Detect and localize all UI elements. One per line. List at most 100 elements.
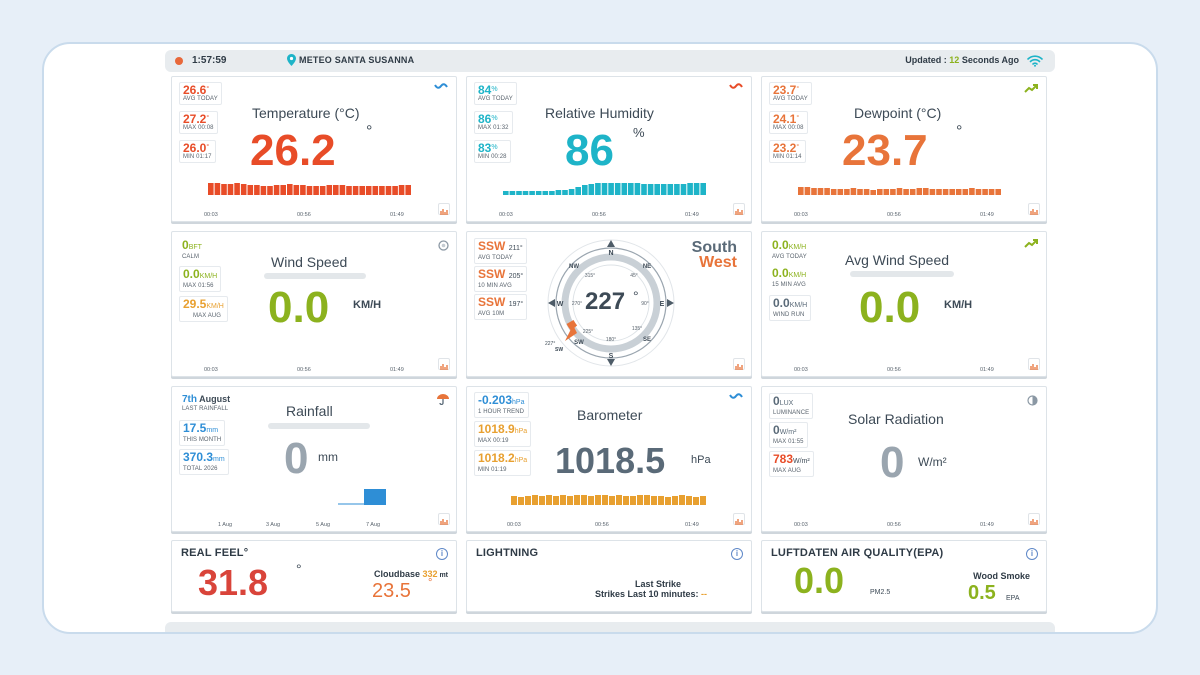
history-bar	[260, 186, 267, 195]
history-bar	[221, 184, 227, 195]
chart-toggle-button[interactable]	[1028, 358, 1040, 370]
history-bar	[890, 189, 896, 195]
wind-max-stat: 0.0KM/H MAX 01:56	[179, 266, 222, 292]
temperature-card[interactable]: 26.6° AVG TODAY 27.2° MAX 00:08 26.0° MIN 0…	[171, 76, 457, 222]
dewpoint-card[interactable]: 23.7° AVG TODAY 24.1° MAX 00:08 23.2° MIN 0…	[761, 76, 1047, 222]
history-bar	[588, 184, 595, 195]
barometer-history-bars	[511, 495, 706, 505]
stat-value: 0.0	[772, 266, 789, 280]
chart-icon	[735, 364, 743, 370]
chart-toggle-button[interactable]	[1028, 513, 1040, 525]
chart-toggle-button[interactable]	[733, 513, 745, 525]
real-feel-value: 31.8	[198, 562, 269, 603]
history-bar	[518, 497, 524, 505]
stat-degrees: 205°	[508, 273, 524, 280]
history-bar	[674, 184, 680, 195]
avg-wind-card[interactable]: 0.0KM/H AVG TODAY 0.0KM/H 15 MIN AVG 0.0KM…	[761, 231, 1047, 377]
chart-toggle-button[interactable]	[733, 203, 745, 215]
axis-tick: 01:49	[980, 522, 994, 528]
history-bar	[962, 189, 969, 195]
stat-unit: mm	[206, 427, 219, 434]
humidity-card[interactable]: 84% AVG TODAY 86% MAX 01:32 83% MIN 00:28 R…	[466, 76, 752, 222]
stat-unit: W/m²	[793, 458, 810, 465]
half-moon-icon	[1027, 395, 1038, 406]
card-title: Relative Humidity	[545, 105, 654, 121]
compass-label-e: E	[660, 301, 665, 308]
history-bar	[549, 191, 555, 195]
stat-label: AVG TODAY	[478, 96, 513, 102]
wind-direction-card[interactable]: SSW 211° AVG TODAY SSW 205° 10 MIN AVG SSW…	[466, 231, 752, 377]
stat-label: LUMINANCE	[773, 410, 810, 416]
compass-label-sw: SW	[574, 340, 584, 346]
history-bar	[287, 184, 293, 195]
barometer-card[interactable]: -0.203hPa 1 HOUR TREND 1018.9hPa MAX 00:19…	[466, 386, 752, 532]
history-bar	[581, 495, 587, 505]
chart-toggle-button[interactable]	[733, 358, 745, 370]
lightning-card[interactable]: LIGHTNING i Last Strike Strikes Last 10 …	[466, 540, 752, 612]
compass-label-nw: NW	[569, 264, 579, 270]
wind-speed-card[interactable]: 0BFT CALM 0.0KM/H MAX 01:56 29.5KM/H MAX AU…	[171, 231, 457, 377]
dewpoint-avg-stat: 23.7° AVG TODAY	[769, 82, 812, 105]
chart-icon	[735, 209, 743, 215]
stat-label: LAST RAINFALL	[182, 406, 229, 412]
info-icon[interactable]: i	[731, 548, 743, 560]
info-icon[interactable]: i	[436, 548, 448, 560]
air-quality-card[interactable]: LUFTDATEN AIR QUALITY(EPA) i 0.0 PM2.5 W…	[761, 540, 1047, 612]
history-bar	[326, 185, 333, 195]
history-bar	[700, 496, 706, 505]
stat-value: 29.5	[183, 297, 207, 311]
history-bar	[665, 497, 671, 505]
stat-value: 23.2	[773, 141, 797, 155]
history-bar	[595, 183, 601, 195]
stat-value: 0	[773, 394, 780, 408]
history-bar	[916, 188, 923, 195]
rainfall-card[interactable]: 7th August LAST RAINFALL 17.5mm THIS MONTH…	[171, 386, 457, 532]
compass-label-s: S	[609, 353, 614, 360]
stat-value: 0.0	[772, 238, 789, 252]
wind-maxaug-stat: 29.5KM/H MAX AUG	[179, 296, 228, 322]
stat-label: MIN 00:28	[478, 154, 507, 160]
stat-value: 7th	[182, 394, 197, 405]
history-bar	[562, 190, 568, 195]
avgwind-run-stat: 0.0KM/H WIND RUN	[769, 295, 812, 321]
axis-tick: 01:49	[390, 367, 404, 373]
history-bar	[509, 191, 516, 195]
history-bar	[601, 183, 608, 195]
stat-value: 27.2	[183, 112, 207, 126]
cloudbase-temp-unit: °	[428, 577, 433, 589]
wind-speed-unit: KM/H	[353, 299, 382, 311]
card-title: Wind Speed	[271, 254, 348, 270]
history-bar	[553, 496, 559, 505]
stat-label: MAX 00:19	[478, 438, 509, 444]
stat-label: MAX AUG	[773, 468, 802, 474]
stat-unit: hPa	[512, 399, 525, 406]
baro-max-stat: 1018.9hPa MAX 00:19	[474, 421, 532, 447]
chart-toggle-button[interactable]	[1028, 203, 1040, 215]
history-bar	[982, 189, 988, 195]
wind-speed-value: 0.0	[268, 283, 330, 332]
stat-value: 0	[773, 423, 780, 437]
direction-avg10m-stat: SSW 197° AVG 10M	[474, 294, 528, 320]
baro-trend-stat: -0.203hPa 1 HOUR TREND	[474, 392, 529, 418]
history-bar	[942, 189, 949, 195]
direction-10min-stat: SSW 205° 10 MIN AVG	[474, 266, 528, 292]
history-bar	[595, 495, 601, 505]
info-icon[interactable]: i	[1026, 548, 1038, 560]
strikes-label: Strikes Last 10 minutes:	[595, 589, 702, 599]
chart-toggle-button[interactable]	[438, 358, 450, 370]
history-bar	[352, 186, 359, 195]
solar-radiation-card[interactable]: 0LUX LUMINANCE 0W/m² MAX 01:55 783W/m² MAX …	[761, 386, 1047, 532]
history-bar	[588, 496, 594, 505]
stat-unit: mm	[213, 456, 225, 463]
real-feel-card[interactable]: REAL FEEL° i 31.8 ° Cloudbase 332 mt 23.…	[171, 540, 457, 612]
cloudbase-value: 332	[422, 569, 438, 579]
axis-tick: 00:03	[794, 367, 808, 373]
stat-unit: KM/H	[199, 273, 218, 280]
avg-wind-unit: KM/H	[944, 299, 973, 311]
chart-toggle-button[interactable]	[438, 203, 450, 215]
rainfall-value: 0	[284, 434, 309, 483]
chart-toggle-button[interactable]	[438, 513, 450, 525]
history-bar	[644, 495, 650, 505]
wind-gust-bar	[264, 273, 366, 279]
calm-circle-icon	[438, 240, 449, 251]
